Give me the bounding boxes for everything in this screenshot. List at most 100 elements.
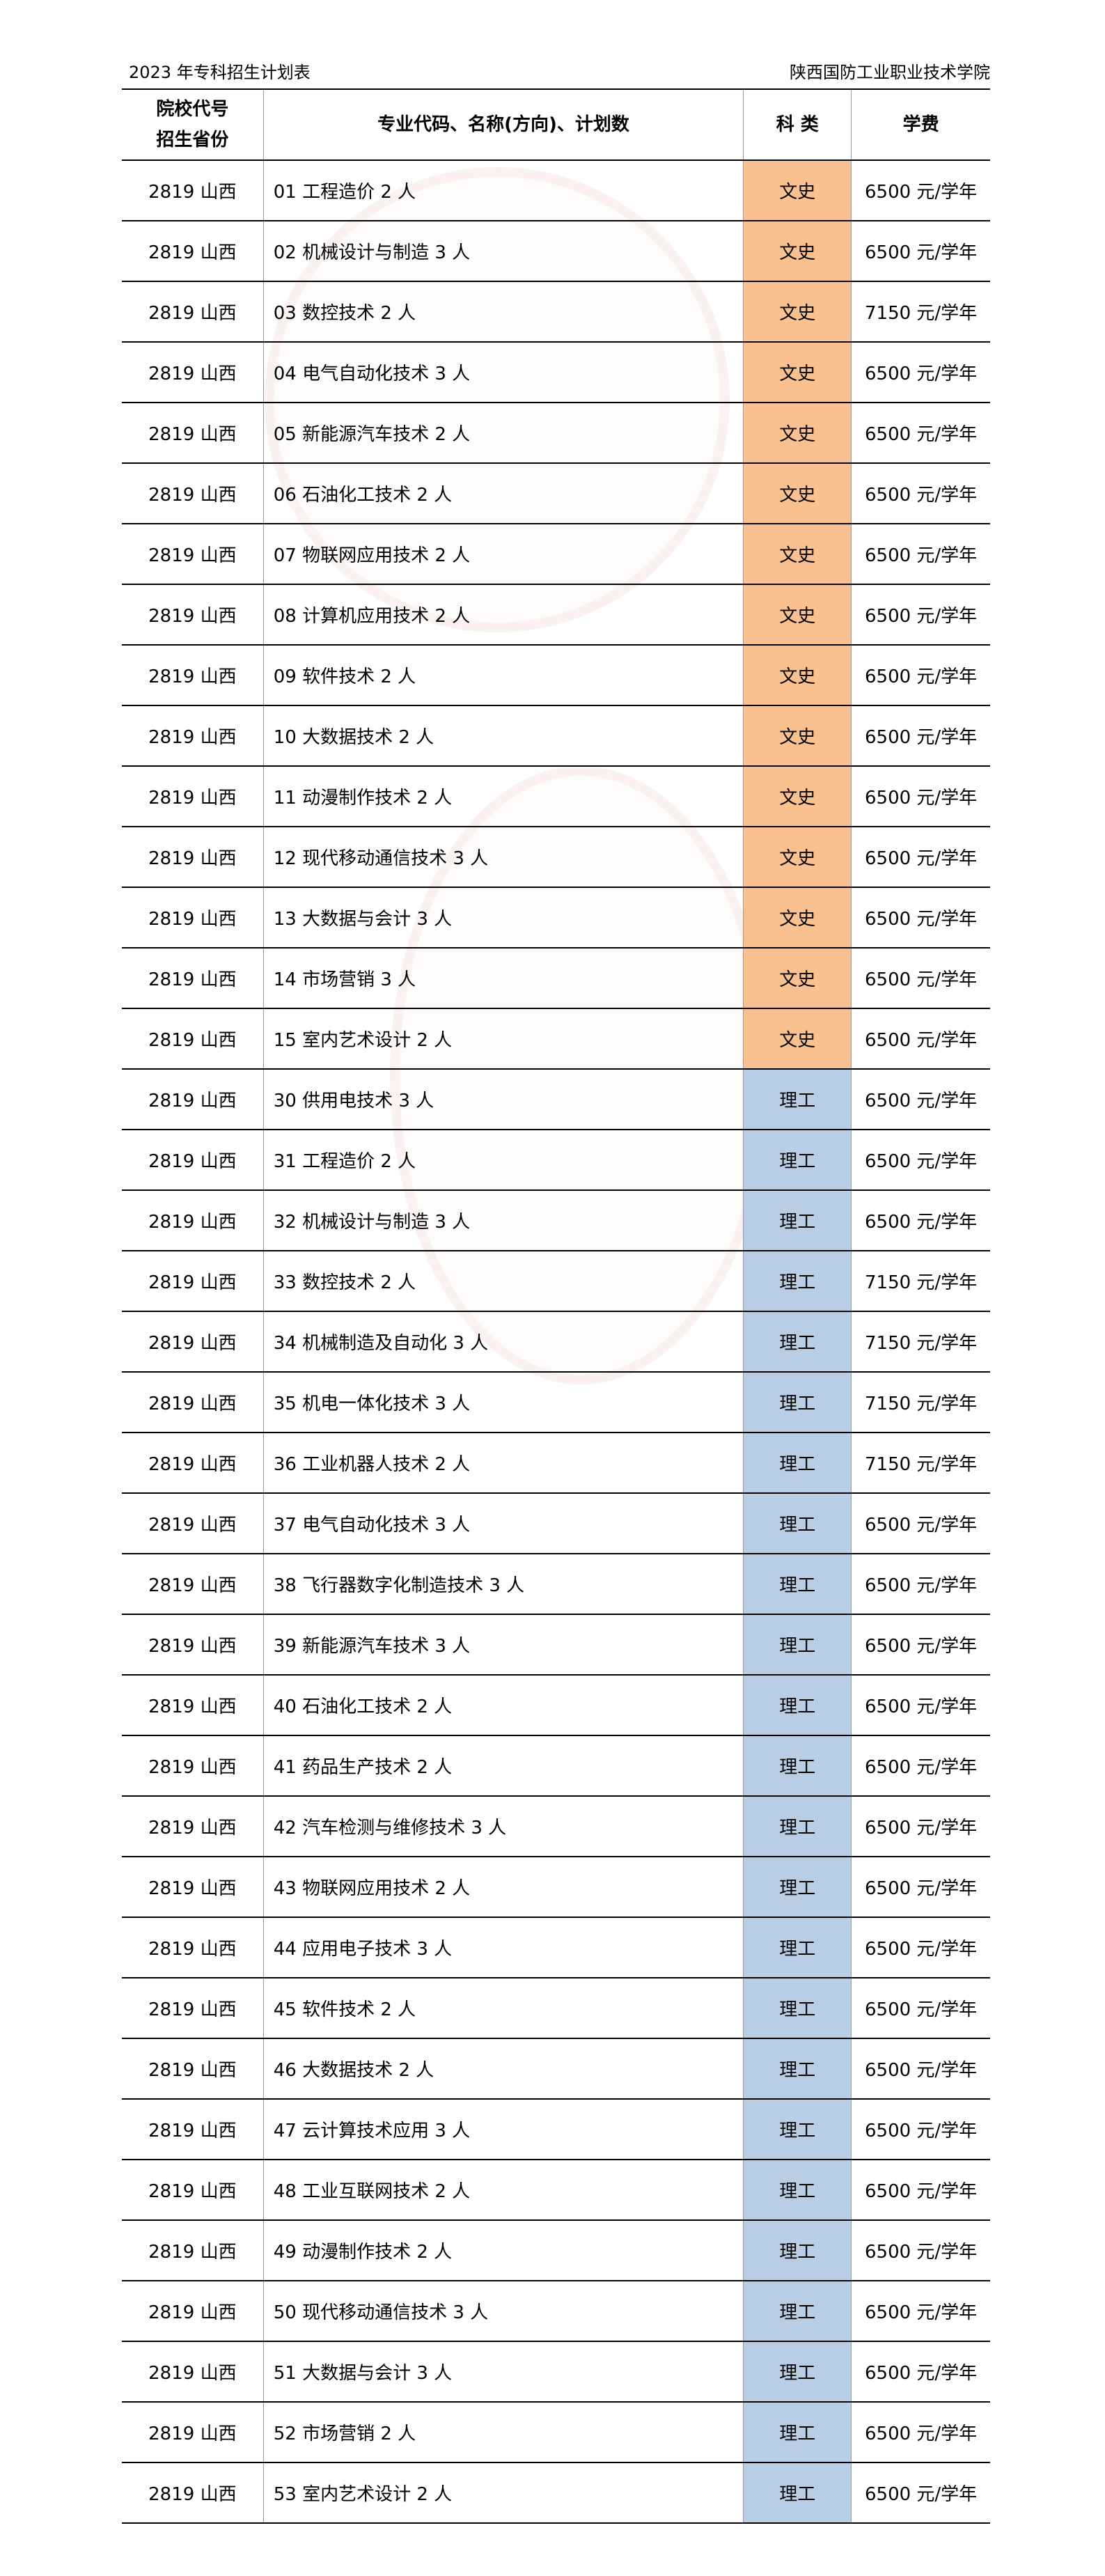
category-cell: 理工 <box>743 1068 852 1130</box>
category-cell: 文史 <box>743 220 852 282</box>
fee-cell: 7150 元/学年 <box>851 1432 990 1494</box>
table-row: 2819 山西 10 大数据技术 2 人文史 6500 元/学年 <box>122 705 990 767</box>
major-cell: 39 新能源汽车技术 3 人 <box>262 1614 744 1676</box>
major-cell: 09 软件技术 2 人 <box>262 644 744 706</box>
category-cell: 理工 <box>743 1977 852 2039</box>
school-province-cell: 2819 山西 <box>122 826 264 888</box>
fee-cell: 7150 元/学年 <box>851 1371 990 1433</box>
table-row: 2819 山西 38 飞行器数字化制造技术 3 人理工 6500 元/学年 <box>122 1553 990 1615</box>
header-school-code: 院校代号 招生省份 <box>122 88 264 161</box>
fee-cell: 6500 元/学年 <box>851 2401 990 2463</box>
category-cell: 理工 <box>743 2098 852 2160</box>
major-cell: 49 动漫制作技术 2 人 <box>262 2219 744 2281</box>
category-cell: 理工 <box>743 1432 852 1494</box>
table-row: 2819 山西 42 汽车检测与维修技术 3 人理工 6500 元/学年 <box>122 1795 990 1857</box>
fee-cell: 6500 元/学年 <box>851 2219 990 2281</box>
major-cell: 15 室内艺术设计 2 人 <box>262 1008 744 1070</box>
school-province-cell: 2819 山西 <box>122 1614 264 1676</box>
major-cell: 31 工程造价 2 人 <box>262 1129 744 1191</box>
major-cell: 07 物联网应用技术 2 人 <box>262 523 744 585</box>
table-row: 2819 山西 45 软件技术 2 人理工 6500 元/学年 <box>122 1977 990 2039</box>
fee-cell: 6500 元/学年 <box>851 159 990 221</box>
institution-name: 陕西国防工业职业技术学院 <box>790 63 990 82</box>
fee-cell: 6500 元/学年 <box>851 402 990 464</box>
fee-cell: 6500 元/学年 <box>851 1917 990 1978</box>
fee-cell: 6500 元/学年 <box>851 1068 990 1130</box>
school-province-cell: 2819 山西 <box>122 2038 264 2100</box>
table-row: 2819 山西 43 物联网应用技术 2 人理工 6500 元/学年 <box>122 1856 990 1918</box>
category-cell: 文史 <box>743 644 852 706</box>
major-cell: 50 现代移动通信技术 3 人 <box>262 2280 744 2342</box>
fee-cell: 6500 元/学年 <box>851 2462 990 2524</box>
table-header-row: 院校代号 招生省份 专业代码、名称(方向)、计划数 科 类 学费 <box>122 88 990 161</box>
category-cell: 理工 <box>743 2219 852 2281</box>
major-cell: 36 工业机器人技术 2 人 <box>262 1432 744 1494</box>
school-province-cell: 2819 山西 <box>122 887 264 949</box>
category-cell: 文史 <box>743 159 852 221</box>
category-cell: 理工 <box>743 1795 852 1857</box>
category-cell: 文史 <box>743 341 852 403</box>
fee-cell: 6500 元/学年 <box>851 1614 990 1676</box>
category-cell: 文史 <box>743 523 852 585</box>
school-province-cell: 2819 山西 <box>122 159 264 221</box>
table-row: 2819 山西 35 机电一体化技术 3 人理工 7150 元/学年 <box>122 1371 990 1433</box>
fee-cell: 6500 元/学年 <box>851 1008 990 1070</box>
school-province-cell: 2819 山西 <box>122 1068 264 1130</box>
header-major: 专业代码、名称(方向)、计划数 <box>262 88 744 161</box>
fee-cell: 6500 元/学年 <box>851 947 990 1009</box>
table-row: 2819 山西 37 电气自动化技术 3 人理工 6500 元/学年 <box>122 1492 990 1554</box>
category-cell: 理工 <box>743 2341 852 2403</box>
category-cell: 文史 <box>743 947 852 1009</box>
school-province-cell: 2819 山西 <box>122 1250 264 1312</box>
table-row: 2819 山西 08 计算机应用技术 2 人文史 6500 元/学年 <box>122 584 990 646</box>
major-cell: 53 室内艺术设计 2 人 <box>262 2462 744 2524</box>
school-province-cell: 2819 山西 <box>122 1311 264 1373</box>
table-row: 2819 山西 40 石油化工技术 2 人理工 6500 元/学年 <box>122 1674 990 1736</box>
school-province-cell: 2819 山西 <box>122 1917 264 1978</box>
major-cell: 52 市场营销 2 人 <box>262 2401 744 2463</box>
table-row: 2819 山西 01 工程造价 2 人文史 6500 元/学年 <box>122 159 990 221</box>
fee-cell: 6500 元/学年 <box>851 584 990 646</box>
fee-cell: 6500 元/学年 <box>851 2098 990 2160</box>
table-row: 2819 山西 31 工程造价 2 人理工 6500 元/学年 <box>122 1129 990 1191</box>
table-row: 2819 山西 47 云计算技术应用 3 人理工 6500 元/学年 <box>122 2098 990 2160</box>
school-province-cell: 2819 山西 <box>122 402 264 464</box>
table-row: 2819 山西 12 现代移动通信技术 3 人文史 6500 元/学年 <box>122 826 990 888</box>
major-cell: 34 机械制造及自动化 3 人 <box>262 1311 744 1373</box>
category-cell: 理工 <box>743 2280 852 2342</box>
fee-cell: 6500 元/学年 <box>851 523 990 585</box>
major-cell: 37 电气自动化技术 3 人 <box>262 1492 744 1554</box>
category-cell: 理工 <box>743 2159 852 2221</box>
table-row: 2819 山西 39 新能源汽车技术 3 人理工 6500 元/学年 <box>122 1614 990 1676</box>
table-row: 2819 山西 51 大数据与会计 3 人理工 6500 元/学年 <box>122 2341 990 2403</box>
fee-cell: 6500 元/学年 <box>851 1189 990 1251</box>
major-cell: 11 动漫制作技术 2 人 <box>262 765 744 827</box>
school-province-cell: 2819 山西 <box>122 2219 264 2281</box>
school-province-cell: 2819 山西 <box>122 1977 264 2039</box>
fee-cell: 6500 元/学年 <box>851 2341 990 2403</box>
school-province-cell: 2819 山西 <box>122 947 264 1009</box>
table-row: 2819 山西 13 大数据与会计 3 人文史 6500 元/学年 <box>122 887 990 949</box>
major-cell: 47 云计算技术应用 3 人 <box>262 2098 744 2160</box>
major-cell: 32 机械设计与制造 3 人 <box>262 1189 744 1251</box>
category-cell: 文史 <box>743 584 852 646</box>
school-province-cell: 2819 山西 <box>122 2159 264 2221</box>
category-cell: 文史 <box>743 826 852 888</box>
school-province-cell: 2819 山西 <box>122 1674 264 1736</box>
major-cell: 46 大数据技术 2 人 <box>262 2038 744 2100</box>
category-cell: 理工 <box>743 1735 852 1797</box>
fee-cell: 6500 元/学年 <box>851 1977 990 2039</box>
table-row: 2819 山西 09 软件技术 2 人文史 6500 元/学年 <box>122 644 990 706</box>
major-cell: 08 计算机应用技术 2 人 <box>262 584 744 646</box>
major-cell: 33 数控技术 2 人 <box>262 1250 744 1312</box>
category-cell: 理工 <box>743 1129 852 1191</box>
category-cell: 理工 <box>743 1917 852 1978</box>
school-province-cell: 2819 山西 <box>122 765 264 827</box>
major-cell: 48 工业互联网技术 2 人 <box>262 2159 744 2221</box>
major-cell: 03 数控技术 2 人 <box>262 281 744 343</box>
major-cell: 51 大数据与会计 3 人 <box>262 2341 744 2403</box>
category-cell: 文史 <box>743 402 852 464</box>
document-title: 2023 年专科招生计划表 <box>129 63 311 82</box>
table-row: 2819 山西 07 物联网应用技术 2 人文史 6500 元/学年 <box>122 523 990 585</box>
major-cell: 01 工程造价 2 人 <box>262 159 744 221</box>
